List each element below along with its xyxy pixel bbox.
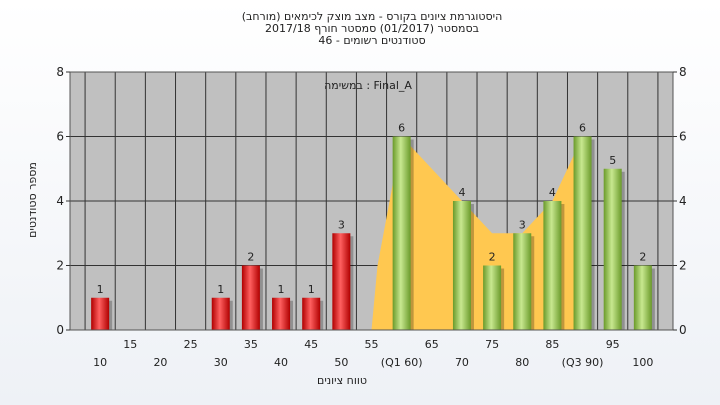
x-axis-label: טווח ציונים — [317, 374, 367, 387]
bar — [241, 265, 260, 330]
bar — [452, 201, 471, 330]
bar — [573, 136, 592, 330]
x-tick-label: 50 — [334, 356, 348, 369]
x-tick-label: 10 — [93, 356, 107, 369]
bar — [633, 265, 652, 330]
x-tick-label: 85 — [545, 338, 559, 351]
bar-value-label: 3 — [338, 218, 345, 231]
title-line-2: בסמסטר (01/2017) סמסטר חורף 2017/18 — [265, 22, 479, 35]
y-axis-left: 0 2 4 6 8 — [56, 65, 70, 337]
y-tick-label-right: 2 — [679, 259, 687, 273]
x-tick-label: 40 — [274, 356, 288, 369]
y-tick-label: 4 — [56, 194, 64, 208]
bar — [513, 233, 532, 330]
title-line-3: סטודנטים רשומים - 46 — [318, 34, 425, 47]
bar — [392, 136, 411, 330]
x-tick-label: (Q1 60) — [381, 356, 423, 369]
bar — [603, 168, 622, 330]
x-tick-label: 95 — [606, 338, 620, 351]
y-axis-label: מספר סטודנטים — [26, 162, 39, 238]
bar-value-label: 1 — [278, 283, 285, 296]
bar-value-label: 1 — [97, 283, 104, 296]
x-tick-label: 55 — [365, 338, 379, 351]
bar — [272, 297, 291, 330]
bar-value-label: 3 — [519, 218, 526, 231]
bar-value-label: 4 — [549, 186, 556, 199]
y-tick-label-right: 4 — [679, 194, 687, 208]
x-tick-label: 30 — [214, 356, 228, 369]
y-tick-label-right: 6 — [679, 130, 687, 144]
bar-value-label: 4 — [458, 186, 465, 199]
bar — [483, 265, 502, 330]
bar-value-label: 6 — [398, 122, 405, 135]
bar-value-label: 1 — [308, 283, 315, 296]
x-tick-label: 70 — [455, 356, 469, 369]
x-tick-label: 45 — [304, 338, 318, 351]
x-tick-label: 65 — [425, 338, 439, 351]
y-tick-label: 0 — [56, 323, 64, 337]
bar-value-label: 2 — [639, 251, 646, 264]
bar — [302, 297, 321, 330]
bar — [211, 297, 230, 330]
bar-value-label: 2 — [489, 251, 496, 264]
x-tick-label: (Q3 90) — [562, 356, 604, 369]
chart-title: (היסטוגרמת ציונים בקורס - מצב מוצק לכימא… — [242, 10, 503, 47]
x-tick-label: 100 — [632, 356, 653, 369]
bar-value-label: 2 — [247, 251, 254, 264]
y-tick-label: 2 — [56, 259, 64, 273]
x-tick-label: 25 — [184, 338, 198, 351]
x-tick-label: 80 — [515, 356, 529, 369]
y-tick-label: 6 — [56, 130, 64, 144]
bar — [543, 201, 562, 330]
bar-value-label: 6 — [579, 122, 586, 135]
x-axis: 10 15 20 25 30 35 40 45 50 55(Q1 60)65 70 75 80 85(Q3… — [93, 338, 653, 369]
bar — [332, 233, 351, 330]
x-tick-label: 15 — [123, 338, 137, 351]
y-tick-label: 8 — [56, 65, 64, 79]
bar-labels: 1 1 2 1 1 3 6 4 2 3 4 6 5 2 — [97, 122, 647, 296]
bar-value-label: 5 — [609, 154, 616, 167]
bar — [91, 297, 110, 330]
x-tick-label: 75 — [485, 338, 499, 351]
y-tick-label-right: 0 — [679, 323, 687, 337]
chart-annotation: במשימה : Final_A — [324, 79, 412, 92]
y-axis-right: 0 2 4 6 8 — [673, 65, 687, 337]
y-tick-label-right: 8 — [679, 65, 687, 79]
x-tick-label: 20 — [153, 356, 167, 369]
x-tick-label: 35 — [244, 338, 258, 351]
title-line-1: (היסטוגרמת ציונים בקורס - מצב מוצק לכימא… — [242, 10, 503, 23]
bars-group — [91, 136, 655, 330]
bar-value-label: 1 — [217, 283, 224, 296]
